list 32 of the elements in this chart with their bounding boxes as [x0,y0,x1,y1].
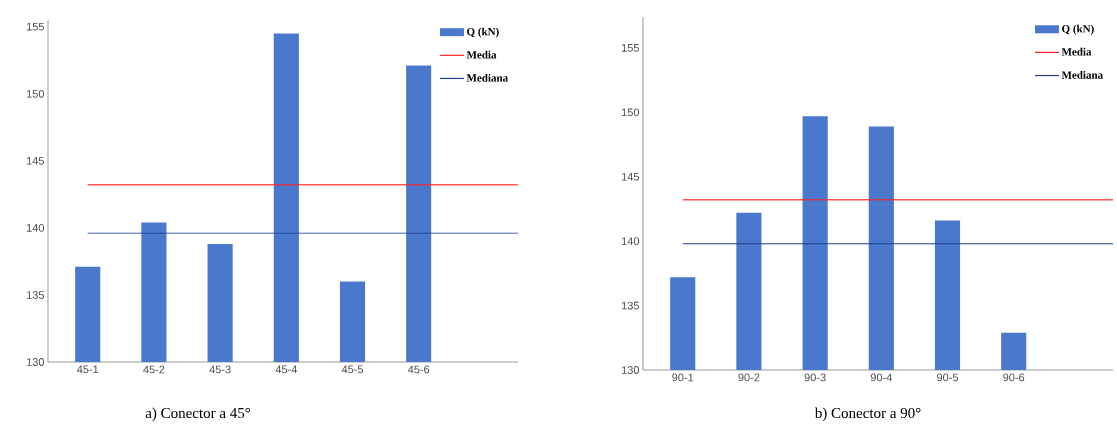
legend-label: Media [1061,47,1092,56]
x-tick-label: 90-5 [937,373,959,382]
x-tick-label: 90-3 [804,373,826,382]
text: b) Conector a 90° [814,407,921,422]
legend-label: Mediana [1061,71,1103,79]
y-tick-label: 140 [621,237,640,246]
x-tick-label: 90-2 [738,373,760,382]
y-tick-label: 150 [621,108,640,117]
legend-label: Q (kN) [467,27,499,38]
y-tick-label: 145 [621,172,639,181]
legend-label: Q (kN) [1062,24,1094,35]
y-tick-label: 130 [621,366,640,374]
x-tick-label: 45-4 [275,365,297,374]
y-tick-label: 130 [26,358,45,366]
x-tick-label: 45-3 [209,365,231,374]
legend-label: Mediana [466,73,508,82]
y-tick-label: 140 [26,224,45,232]
y-tick-label: 135 [621,301,639,310]
y-tick-label: 155 [621,44,639,52]
x-tick-label: 45-1 [76,365,99,374]
y-tick-label: 145 [26,156,44,165]
y-tick-label: 135 [26,291,44,299]
x-tick-label: 45-6 [407,365,430,374]
x-tick-label: 90-4 [870,373,892,382]
y-tick-label: 150 [26,89,45,98]
legend-label: Media [466,50,497,59]
x-tick-label: 45-2 [143,365,165,374]
text: a) Conector a 45° [145,407,251,422]
x-tick-label: 90-1 [672,373,694,382]
x-tick-label: 90-6 [1003,373,1025,382]
y-tick-label: 155 [26,22,44,31]
x-tick-label: 45-5 [341,365,364,374]
